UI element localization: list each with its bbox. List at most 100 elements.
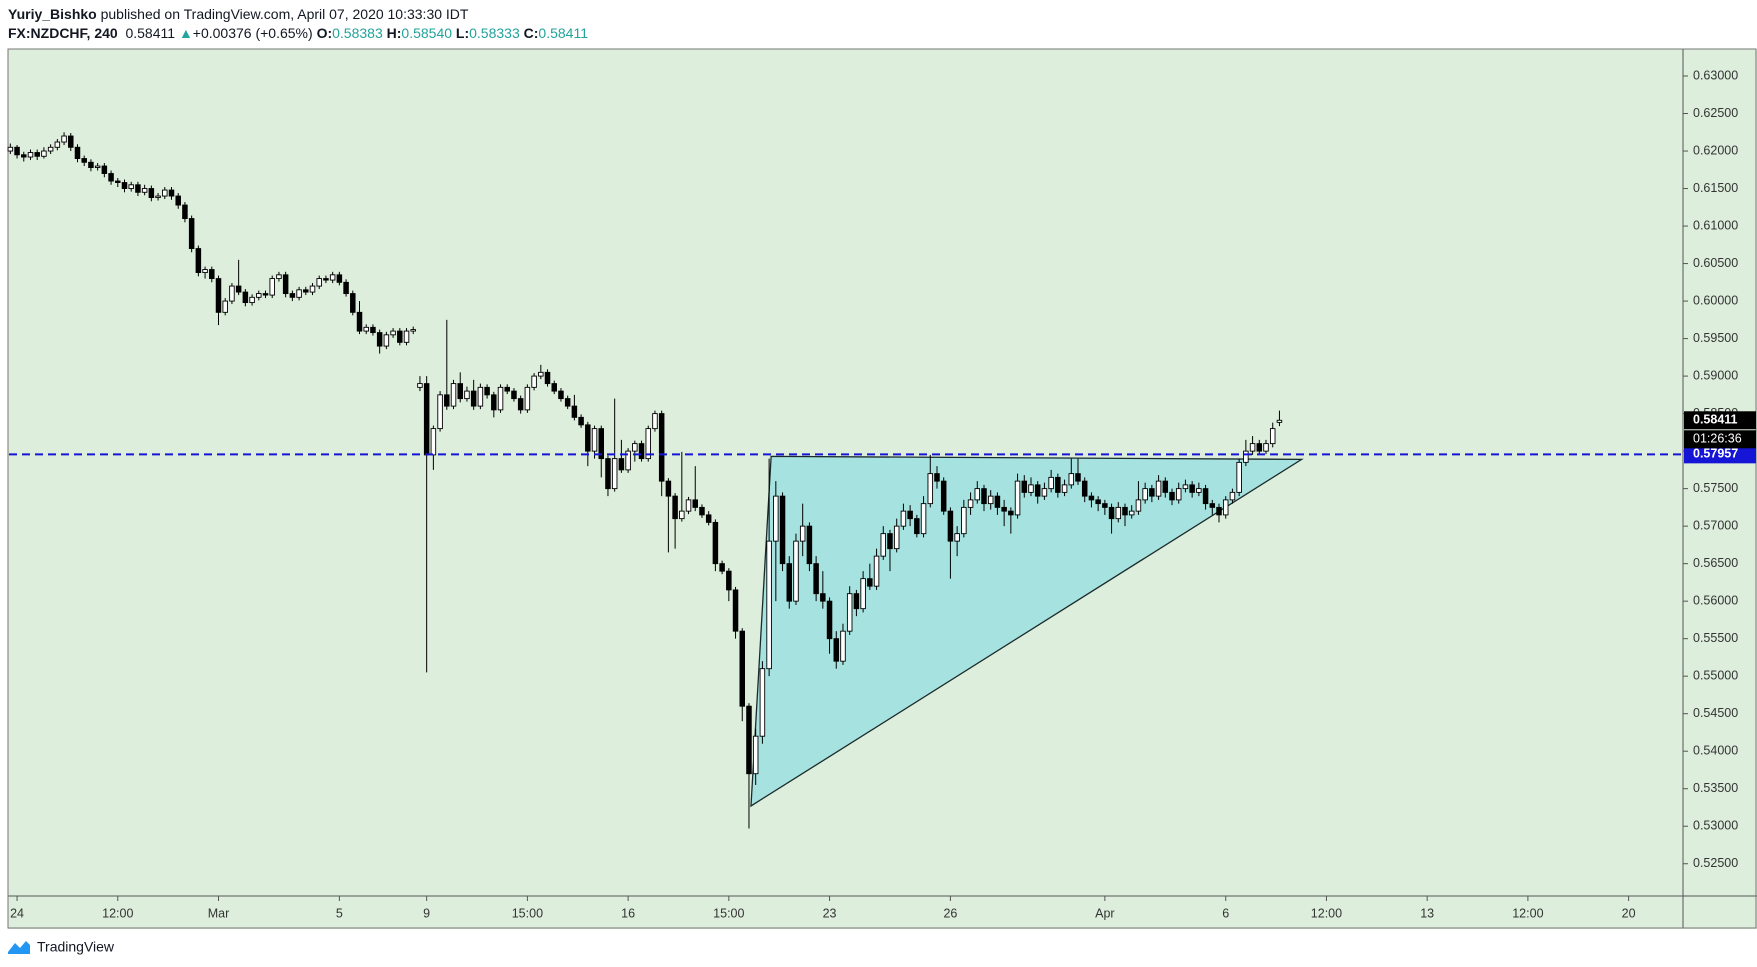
- brand[interactable]: TradingView: [37, 939, 115, 955]
- candle-body: [182, 204, 188, 220]
- x-tick-label: 20: [1622, 906, 1636, 920]
- x-tick-label: 15:00: [713, 906, 744, 920]
- candle-body: [202, 269, 208, 274]
- candle-body: [1222, 499, 1229, 516]
- candle-body: [665, 480, 672, 497]
- candle-body: [235, 285, 242, 293]
- header: Yuriy_Bishko published on TradingView.co…: [8, 5, 588, 43]
- candle-body: [739, 630, 746, 707]
- candle-body: [1008, 510, 1014, 516]
- candle-body: [27, 152, 34, 158]
- candle-body: [719, 563, 725, 572]
- candle-body: [712, 521, 719, 565]
- candle-body: [1095, 499, 1101, 505]
- candle-body: [81, 158, 87, 163]
- candle-body: [135, 184, 141, 193]
- candle-body: [1041, 488, 1048, 497]
- candle-body: [115, 180, 121, 183]
- candle-body: [1189, 484, 1195, 493]
- candle-body: [591, 428, 598, 452]
- y-tick-label: 0.59000: [1693, 368, 1738, 382]
- l-value: 0.58333: [469, 25, 520, 41]
- candle-body: [585, 424, 591, 452]
- candle-body: [940, 480, 947, 512]
- candle-body: [658, 413, 665, 482]
- y-tick-label: 0.53000: [1693, 819, 1738, 833]
- candle-body: [1209, 503, 1216, 508]
- candle-body: [994, 495, 1001, 508]
- candle-body: [269, 278, 275, 296]
- candle-body: [981, 488, 987, 505]
- candle-body: [249, 296, 255, 304]
- candle-body: [726, 570, 732, 591]
- candle-body: [793, 540, 799, 602]
- candle-body: [873, 555, 880, 587]
- candle-body: [329, 274, 336, 281]
- candle-body: [893, 525, 900, 550]
- candle-body: [1088, 495, 1095, 501]
- candle-body: [356, 311, 363, 332]
- candle-body: [786, 563, 793, 602]
- y-tick-label: 0.52500: [1693, 856, 1738, 870]
- candle-body: [826, 600, 833, 640]
- candle-body: [370, 326, 376, 334]
- candle-body: [1169, 491, 1175, 501]
- candle-body: [336, 274, 343, 283]
- candle-body: [840, 630, 846, 662]
- candle-body: [209, 269, 215, 280]
- author[interactable]: Yuriy_Bishko: [8, 6, 97, 22]
- candle-body: [128, 184, 134, 189]
- candle-body: [61, 135, 67, 143]
- candle-body: [94, 165, 101, 168]
- header-line-2: FX:NZDCHF, 240 0.58411 ▲+0.00376 (+0.65%…: [8, 24, 588, 43]
- candle-body: [1162, 480, 1169, 493]
- candle-body: [383, 334, 390, 347]
- candle-body: [1128, 510, 1135, 516]
- candle-body: [511, 390, 517, 400]
- y-tick-label: 0.59500: [1693, 331, 1738, 345]
- y-tick-label: 0.61500: [1693, 181, 1738, 195]
- logo-icon: [8, 941, 30, 954]
- x-tick-label: 24: [10, 906, 24, 920]
- y-tick-label: 0.62500: [1693, 106, 1738, 120]
- x-tick-label: 15:00: [512, 906, 543, 920]
- candle-body: [1055, 476, 1061, 493]
- y-tick-label: 0.57500: [1693, 481, 1738, 495]
- candle-body: [323, 278, 329, 281]
- candle-body: [1229, 491, 1236, 501]
- candle-body: [1068, 473, 1075, 486]
- candle-body: [766, 540, 772, 670]
- last-price-label: 0.58411: [1693, 413, 1738, 427]
- last-price-box: [1684, 411, 1756, 430]
- candle-body: [1149, 488, 1155, 497]
- candle-body: [417, 383, 423, 388]
- candle-body: [746, 705, 752, 775]
- candle-body: [484, 386, 490, 396]
- candle-body: [1236, 461, 1242, 493]
- candle-body: [450, 383, 457, 407]
- x-tick-label: 16: [621, 906, 635, 920]
- y-tick-label: 0.63000: [1693, 68, 1738, 82]
- y-tick-label: 0.60000: [1693, 293, 1738, 307]
- candle-body: [1216, 506, 1222, 516]
- y-tick-label: 0.57000: [1693, 518, 1738, 532]
- y-tick-label: 0.61000: [1693, 218, 1738, 232]
- candle-body: [934, 473, 940, 482]
- y-tick-label: 0.53500: [1693, 781, 1738, 795]
- candle-body: [638, 443, 645, 460]
- candle-body: [262, 293, 269, 296]
- x-tick-label: 9: [423, 906, 430, 920]
- candle-body: [34, 152, 40, 157]
- candle-body: [491, 394, 497, 411]
- candle-body: [645, 428, 651, 460]
- candle-body: [799, 525, 806, 542]
- candle-body: [504, 386, 510, 392]
- x-tick-label: 23: [823, 906, 837, 920]
- candle-body: [974, 488, 981, 501]
- candle-body: [229, 285, 235, 302]
- candle-body: [1263, 443, 1269, 452]
- candle-body: [1048, 476, 1054, 490]
- symbol: FX:NZDCHF, 240: [8, 25, 118, 41]
